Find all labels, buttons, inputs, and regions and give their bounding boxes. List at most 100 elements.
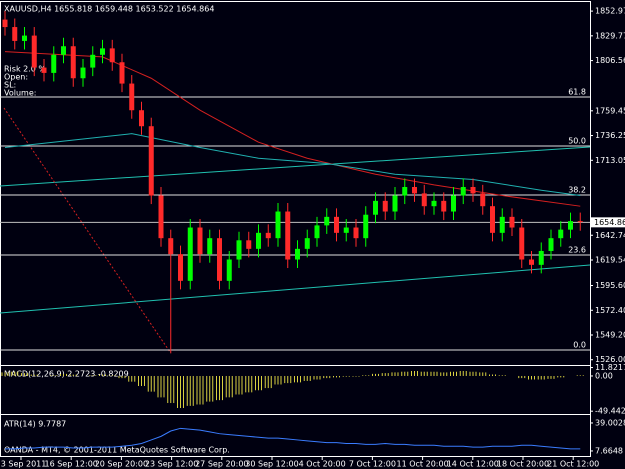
candle-body <box>392 195 398 212</box>
candle-body <box>412 186 417 194</box>
y-tick-label: -49.4421 <box>595 407 625 416</box>
candle-body <box>577 221 583 223</box>
candle-body <box>51 54 57 73</box>
x-tick-label: 11 Oct 20:00 <box>397 460 449 469</box>
candle-body <box>568 221 573 230</box>
candle-body <box>100 48 105 55</box>
moving-average <box>4 133 581 197</box>
candle-body <box>41 67 47 73</box>
candle-body <box>304 238 310 249</box>
candle-body <box>61 46 66 55</box>
fib-label: 38.2 <box>568 185 586 194</box>
candle-body <box>22 35 27 41</box>
candle-body <box>334 216 339 233</box>
y-tick-label: 1829.77 <box>595 31 625 40</box>
candle-body <box>158 195 164 239</box>
candle-body <box>538 250 544 265</box>
y-tick-label: 1713.05 <box>595 156 625 165</box>
y-tick-label: 1526.00 <box>595 355 625 364</box>
candle-body <box>548 238 554 251</box>
fib-base-line <box>3 107 171 353</box>
y-tick-label: 1572.40 <box>595 306 625 315</box>
candle-body <box>148 126 154 196</box>
candle-body <box>246 240 252 249</box>
candle-body <box>139 110 144 127</box>
candle-body <box>509 216 515 228</box>
x-tick-label: 7 Oct 12:00 <box>349 460 396 469</box>
y-tick-label: 7.6648 <box>595 446 623 455</box>
candle-body <box>431 200 437 207</box>
moving-average <box>4 51 581 207</box>
candle-body <box>295 248 300 260</box>
trade-panel: SL: <box>4 81 16 90</box>
candle-body <box>236 240 242 260</box>
candle-body <box>217 238 222 281</box>
y-tick-label: 11.8217 <box>595 363 625 372</box>
chart-title: XAUUSD,H4 1655.818 1659.448 1653.522 165… <box>4 5 214 14</box>
candle-body <box>402 186 408 196</box>
fib-label: 61.8 <box>568 88 586 97</box>
candle-body <box>207 238 213 255</box>
candle-body <box>382 200 388 212</box>
candle-body <box>285 211 291 260</box>
candle-body <box>343 227 349 233</box>
trade-panel: Volume: <box>4 89 36 98</box>
candle-body <box>275 211 281 239</box>
candle-body <box>226 259 232 281</box>
candle-body <box>256 232 261 249</box>
x-tick-label: 23 Sep 12:00 <box>145 460 198 469</box>
atr-title: ATR(14) 9.7787 <box>4 420 66 429</box>
y-tick-label: 1759.45 <box>595 106 625 115</box>
fib-label: 23.6 <box>568 246 586 255</box>
x-tick-label: 16 Sep 12:00 <box>44 460 97 469</box>
candle-body <box>197 227 203 255</box>
candle-body <box>353 227 359 239</box>
candle-body <box>363 214 369 239</box>
candle-body <box>168 238 174 255</box>
y-tick-label: 1595.60 <box>595 281 625 290</box>
candle-body <box>441 200 447 212</box>
candle-body <box>558 229 564 239</box>
x-tick-label: 30 Sep 12:00 <box>245 460 298 469</box>
candle-body <box>324 216 330 226</box>
x-tick-label: 27 Sep 20:00 <box>195 460 248 469</box>
x-tick-label: 13 Sep 2011 <box>0 460 46 469</box>
y-tick-label: 0.00 <box>595 371 613 380</box>
candle-body <box>421 193 427 207</box>
candle-body <box>519 227 525 260</box>
candle-body <box>470 186 476 194</box>
y-tick-label: 1852.97 <box>595 7 625 16</box>
candle-body <box>109 48 115 63</box>
candle-body <box>31 35 37 68</box>
candle-body <box>187 227 193 281</box>
y-tick-label: 1619.54 <box>595 255 625 264</box>
x-tick-label: 4 Oct 20:00 <box>299 460 346 469</box>
trend-line <box>0 264 591 314</box>
candle-body <box>80 67 86 79</box>
x-tick-label: 14 Oct 12:00 <box>447 460 499 469</box>
x-tick-label: 18 Oct 20:00 <box>497 460 549 469</box>
fib-label: 0.0 <box>573 341 586 350</box>
candle-body <box>12 27 18 41</box>
candle-body <box>480 193 486 207</box>
y-tick-label: 1642.74 <box>595 231 625 240</box>
candle-body <box>499 216 505 233</box>
current-price-label: 1654.86 <box>594 218 625 227</box>
candle-body <box>490 206 495 233</box>
atr-line <box>5 427 581 450</box>
frame <box>0 1 591 457</box>
candle-body <box>178 254 183 281</box>
trade-panel: Open: <box>4 73 28 82</box>
y-tick-label: 1549.20 <box>595 330 625 339</box>
candle-body <box>460 186 466 196</box>
y-tick-label: 39.0028 <box>595 418 625 427</box>
x-tick-label: 20 Sep 20:00 <box>95 460 148 469</box>
candle-body <box>70 46 76 79</box>
candle-body <box>119 62 125 84</box>
y-tick-label: 1736.25 <box>595 131 625 140</box>
x-tick-label: 21 Oct 12:00 <box>547 460 599 469</box>
current-price-box <box>591 217 625 228</box>
candle-body <box>90 54 96 68</box>
candle-body <box>265 232 271 239</box>
